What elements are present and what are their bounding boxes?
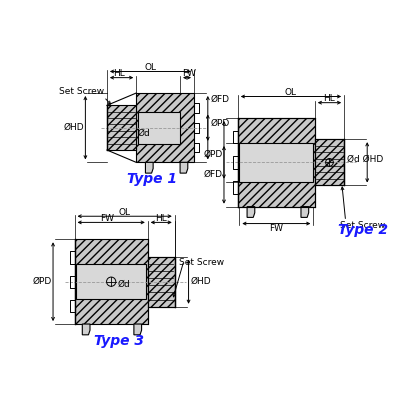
Text: FW: FW [100, 214, 114, 223]
Text: OL: OL [285, 88, 297, 97]
Polygon shape [134, 324, 141, 335]
Polygon shape [146, 162, 153, 173]
Text: ØPD: ØPD [203, 150, 223, 159]
Bar [238, 118, 315, 207]
Text: OL: OL [144, 63, 156, 72]
Text: FW: FW [269, 224, 283, 233]
Text: FW: FW [182, 69, 196, 78]
Text: Set Screw: Set Screw [59, 87, 104, 96]
Text: Type 2: Type 2 [338, 223, 388, 237]
Polygon shape [180, 162, 188, 173]
Bar [138, 111, 180, 144]
Text: Type 3: Type 3 [94, 334, 144, 348]
Text: HL: HL [155, 214, 167, 223]
Bar [315, 139, 344, 186]
Text: Ød ØHD: Ød ØHD [347, 155, 384, 164]
Text: HL: HL [324, 94, 335, 103]
Text: HL: HL [114, 69, 125, 78]
Polygon shape [82, 324, 90, 335]
Text: ØHD: ØHD [63, 123, 84, 132]
Text: Set Screw: Set Screw [178, 258, 224, 267]
Bar [148, 257, 175, 307]
Bar [136, 93, 194, 162]
Bar [74, 239, 148, 324]
Text: Set Screw: Set Screw [340, 221, 385, 230]
Text: ØPD: ØPD [210, 119, 229, 128]
Text: OL: OL [119, 208, 131, 217]
Text: ØFD: ØFD [203, 170, 223, 179]
Bar [76, 264, 146, 299]
Text: ØFD: ØFD [210, 95, 229, 104]
Text: Ød: Ød [138, 129, 151, 138]
Polygon shape [247, 207, 255, 218]
Text: Ød: Ød [117, 280, 130, 289]
Text: ØPD: ØPD [32, 277, 52, 286]
Bar [107, 105, 136, 150]
Polygon shape [301, 207, 309, 218]
Text: ØHD: ØHD [191, 277, 211, 286]
Bar [239, 143, 313, 182]
Text: Type 1: Type 1 [126, 172, 177, 186]
